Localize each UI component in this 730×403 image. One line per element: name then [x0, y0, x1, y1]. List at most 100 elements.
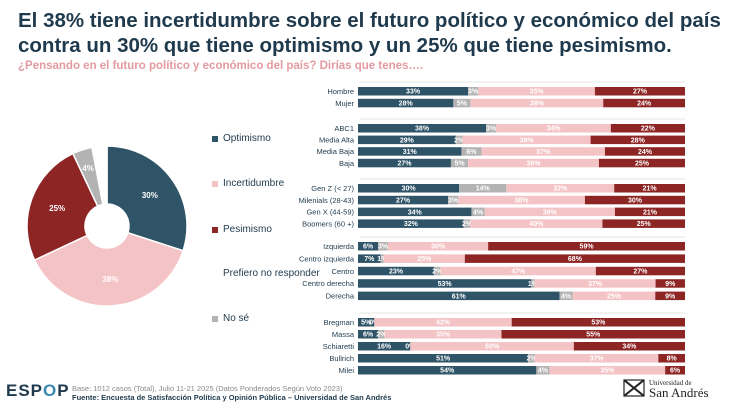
bar-value-pesimismo: 30% [628, 198, 643, 205]
row-label: Bullrich [329, 354, 354, 363]
bar-segment-optimismo [358, 342, 411, 351]
bar-segment-pesimismo [658, 354, 685, 363]
university-logo: Universidad de San Andrés [623, 378, 709, 399]
bar-value-nose: 3% [486, 126, 497, 133]
row-label: Hombre [327, 87, 354, 96]
bar-value-optimismo: 31% [403, 149, 418, 156]
bar-segment-nose [378, 242, 389, 251]
bar-segment-pesimismo [655, 279, 685, 288]
bar-value-pesimismo: 34% [622, 344, 637, 351]
bar-value-optimismo: 34% [408, 209, 423, 216]
row-label: Centro izquierda [299, 254, 355, 263]
bar-value-pesimismo: 27% [633, 269, 648, 276]
bar-segment-pesimismo [595, 266, 685, 276]
bar-value-incertidumbre: 37% [590, 356, 605, 363]
bar-segment-pesimismo [511, 318, 685, 327]
legend-swatch-optimismo [212, 135, 218, 142]
bar-segment-optimismo [358, 366, 537, 375]
bar-segment-nose [559, 291, 573, 301]
bar-value-optimismo: 33% [406, 89, 421, 96]
bar-value-nose: 1% [377, 256, 388, 263]
bar-segment-pesimismo [501, 330, 685, 339]
bar-segment-incertidumbre [374, 318, 512, 327]
bar-segment-pesimismo [488, 242, 685, 251]
bar-segment-incertidumbre [478, 87, 595, 96]
legend-label-nose: No sé [223, 313, 250, 324]
legend-item-prefiero: Prefiero no responder [212, 268, 320, 279]
bar-segment-optimismo [358, 147, 462, 156]
bar-value-pesimismo: 25% [637, 221, 652, 228]
bar-segment-pesimismo [602, 219, 685, 228]
bar-value-incertidumbre: 38% [520, 137, 535, 144]
bar-segment-optimismo [358, 98, 454, 108]
row-label: Centro derecha [302, 279, 355, 288]
bar-segment-incertidumbre [549, 366, 666, 375]
bar-value-pesimismo: 21% [643, 209, 658, 216]
bar-segment-incertidumbre [470, 98, 604, 108]
bar-value-nose: 5% [457, 101, 468, 108]
bar-value-nose: 3% [378, 244, 389, 251]
bar-value-incertidumbre: 39% [530, 101, 545, 108]
row-label: Mujer [335, 99, 354, 108]
bar-value-incertidumbre: 25% [607, 293, 622, 300]
bar-segment-nose [455, 135, 463, 145]
bar-value-optimismo: 61% [452, 293, 467, 300]
bar-value-pesimismo: 24% [638, 149, 653, 156]
bar-segment-nose [528, 354, 535, 363]
bar-segment-nose [378, 330, 385, 339]
legend-item-pesimismo: Pesimismo [212, 224, 272, 235]
bar-value-pesimismo: 55% [586, 332, 601, 339]
bar-value-optimismo: 38% [415, 126, 430, 133]
bar-segment-optimismo [358, 87, 469, 96]
pie-label-optimismo: 30% [142, 191, 158, 200]
bar-segment-incertidumbre [534, 279, 656, 288]
bar-segment-pesimismo [655, 291, 685, 301]
row-label: Media Baja [316, 147, 354, 156]
bar-value-incertidumbre: 35% [600, 368, 615, 375]
bar-value-nose: 2% [376, 332, 387, 339]
bar-segment-nose [448, 195, 459, 205]
bar-value-incertidumbre: 30% [431, 244, 446, 251]
legend-item-incertidumbre: Incertidumbre [212, 178, 284, 189]
bar-value-incertidumbre: 50% [485, 344, 500, 351]
bar-segment-pesimismo [594, 87, 685, 96]
bar-segment-incertidumbre [572, 291, 656, 301]
bar-value-pesimismo: 6% [670, 368, 681, 375]
bar-segment-incertidumbre [384, 330, 502, 339]
bar-segment-pesimismo [614, 207, 685, 217]
bar-segment-incertidumbre [458, 195, 585, 205]
bar-value-incertidumbre: 34% [547, 126, 562, 133]
bar-value-optimismo: 30% [402, 186, 417, 193]
bar-value-nose: 4% [538, 368, 549, 375]
bar-value-incertidumbre: 35% [530, 89, 545, 96]
bar-segment-optimismo [358, 135, 456, 145]
footer-base-note: Base: 1012 casos (Total), Julio 11-21 20… [72, 384, 343, 393]
bar-segment-incertidumbre [484, 207, 615, 217]
footer-source-note: Fuente: Encuesta de Satisfacción Polític… [72, 393, 392, 402]
bar-value-optimismo: 27% [397, 161, 412, 168]
bar-value-nose: 3% [468, 89, 479, 96]
bar-segment-incertidumbre [468, 158, 599, 168]
bar-value-optimismo: 32% [404, 221, 419, 228]
bar-value-incertidumbre: 35% [436, 332, 451, 339]
row-label: Gen X (44-59) [306, 208, 354, 217]
bar-value-optimismo: 7% [364, 256, 375, 263]
bar-segment-nose [450, 158, 469, 168]
bar-segment-pesimismo [610, 124, 685, 133]
bar-value-nose: 4% [561, 293, 572, 300]
bar-segment-optimismo [358, 291, 560, 301]
bar-value-optimismo: 29% [400, 137, 415, 144]
page-title: El 38% tiene incertidumbre sobre el futu… [18, 8, 721, 58]
bar-segment-optimismo [358, 318, 375, 327]
title-line-1: El 38% tiene incertidumbre sobre el futu… [18, 9, 721, 32]
bar-segment-nose [463, 219, 471, 228]
legend-item-optimismo: Optimismo [212, 133, 271, 144]
bar-segment-incertidumbre [506, 184, 615, 193]
row-label: ABC1 [334, 124, 354, 133]
title-line-2: contra un 30% que tiene optimismo y un 2… [18, 34, 672, 57]
bar-value-pesimismo: 9% [665, 281, 676, 288]
row-label: Bregman [324, 318, 354, 327]
legend-swatch-incertidumbre [212, 180, 218, 187]
bar-value-nose: 5% [454, 161, 465, 168]
row-label: Gen Z (< 27) [311, 184, 354, 193]
